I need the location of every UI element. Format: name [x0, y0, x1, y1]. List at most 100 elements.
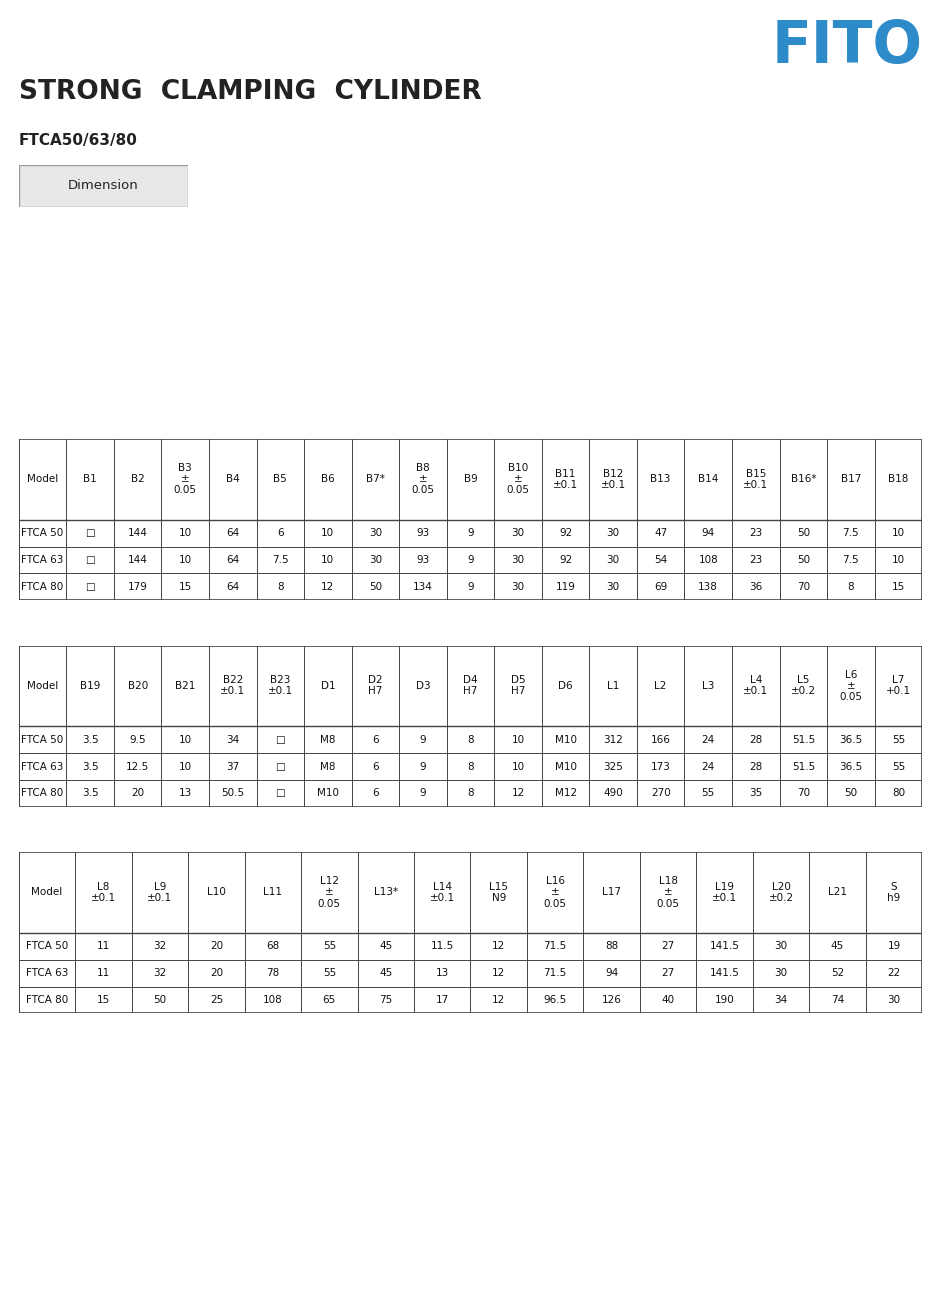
Text: FTCA 50: FTCA 50: [26, 941, 68, 951]
Text: B1: B1: [83, 474, 97, 484]
Text: 74: 74: [831, 995, 844, 1004]
Text: 6: 6: [277, 528, 283, 538]
Text: 32: 32: [153, 941, 167, 951]
Text: B15
±0.1: B15 ±0.1: [743, 469, 769, 489]
Text: L14
±0.1: L14 ±0.1: [430, 882, 455, 902]
Text: 52: 52: [831, 968, 844, 979]
Text: 12: 12: [492, 941, 505, 951]
Text: B9: B9: [464, 474, 477, 484]
Text: 22: 22: [887, 968, 901, 979]
Text: 12: 12: [511, 789, 525, 798]
Text: 64: 64: [226, 582, 239, 591]
Text: M8: M8: [320, 735, 336, 745]
Text: 6: 6: [372, 762, 378, 772]
Text: 65: 65: [323, 995, 336, 1004]
Text: 13: 13: [179, 789, 192, 798]
Text: 45: 45: [379, 941, 392, 951]
Text: B8
±
0.05: B8 ± 0.05: [411, 463, 435, 496]
Text: 10: 10: [179, 555, 192, 565]
Text: 30: 30: [512, 582, 525, 591]
Text: L13*: L13*: [374, 887, 398, 897]
Text: □: □: [86, 528, 95, 538]
Text: L3: L3: [702, 680, 714, 691]
Text: 55: 55: [702, 789, 715, 798]
Text: 50.5: 50.5: [221, 789, 245, 798]
Text: L11: L11: [263, 887, 282, 897]
Text: 24: 24: [702, 735, 715, 745]
Text: 30: 30: [607, 528, 620, 538]
Text: L4
±0.1: L4 ±0.1: [743, 675, 769, 696]
Text: M10: M10: [554, 762, 577, 772]
Text: 35: 35: [749, 789, 762, 798]
Text: 47: 47: [654, 528, 667, 538]
Text: 70: 70: [797, 582, 810, 591]
Text: □: □: [86, 582, 95, 591]
Text: 71.5: 71.5: [544, 941, 566, 951]
Text: 9: 9: [420, 735, 426, 745]
Text: 92: 92: [559, 528, 572, 538]
Text: 173: 173: [651, 762, 671, 772]
Text: FITO: FITO: [772, 18, 922, 75]
Text: B7*: B7*: [366, 474, 385, 484]
Text: 10: 10: [179, 735, 192, 745]
Text: B22
±0.1: B22 ±0.1: [220, 675, 246, 696]
Text: 23: 23: [749, 528, 762, 538]
Text: 8: 8: [467, 762, 474, 772]
Text: L18
±
0.05: L18 ± 0.05: [657, 877, 679, 909]
Text: 55: 55: [323, 941, 336, 951]
Text: 19: 19: [887, 941, 901, 951]
Text: 325: 325: [603, 762, 623, 772]
Text: B4: B4: [226, 474, 240, 484]
Text: FTCA 80: FTCA 80: [26, 995, 68, 1004]
Text: FTCA 63: FTCA 63: [22, 555, 64, 565]
Text: 3.5: 3.5: [82, 762, 99, 772]
Text: 13: 13: [436, 968, 449, 979]
Text: B16*: B16*: [790, 474, 816, 484]
Text: 126: 126: [601, 995, 622, 1004]
Text: L2: L2: [655, 680, 667, 691]
Text: 36.5: 36.5: [839, 762, 863, 772]
Text: 20: 20: [210, 941, 223, 951]
Text: 51.5: 51.5: [791, 762, 815, 772]
Text: 134: 134: [413, 582, 433, 591]
Text: 34: 34: [226, 735, 239, 745]
Text: 70: 70: [797, 789, 810, 798]
Text: 34: 34: [774, 995, 788, 1004]
Text: 312: 312: [603, 735, 623, 745]
Text: 75: 75: [379, 995, 392, 1004]
Text: 8: 8: [467, 789, 474, 798]
Text: 50: 50: [153, 995, 167, 1004]
Text: 11.5: 11.5: [431, 941, 454, 951]
Text: 144: 144: [128, 528, 148, 538]
Text: 55: 55: [323, 968, 336, 979]
Text: L17: L17: [602, 887, 621, 897]
Text: L15
N9: L15 N9: [489, 882, 508, 902]
Text: FTCA 80: FTCA 80: [22, 789, 64, 798]
Text: D4
H7: D4 H7: [463, 675, 478, 696]
Text: 17: 17: [436, 995, 449, 1004]
Text: 138: 138: [698, 582, 718, 591]
Text: 11: 11: [97, 941, 110, 951]
Text: FTCA 50: FTCA 50: [22, 735, 64, 745]
Text: 27: 27: [662, 941, 675, 951]
Text: M10: M10: [317, 789, 339, 798]
Text: FTCA 80: FTCA 80: [22, 582, 64, 591]
Text: L6
±
0.05: L6 ± 0.05: [839, 670, 862, 702]
Text: 96.5: 96.5: [544, 995, 566, 1004]
Text: 11: 11: [97, 968, 110, 979]
Text: □: □: [276, 762, 285, 772]
Text: 30: 30: [774, 941, 788, 951]
Text: 8: 8: [277, 582, 283, 591]
Text: 30: 30: [887, 995, 901, 1004]
Text: 54: 54: [654, 555, 667, 565]
Text: 10: 10: [179, 762, 192, 772]
Text: STRONG  CLAMPING  CYLINDER: STRONG CLAMPING CYLINDER: [19, 79, 482, 105]
Text: 12: 12: [492, 968, 505, 979]
Text: 45: 45: [831, 941, 844, 951]
Text: 51.5: 51.5: [791, 735, 815, 745]
Text: L8
±0.1: L8 ±0.1: [91, 882, 116, 902]
Text: 23: 23: [749, 555, 762, 565]
Text: 30: 30: [774, 968, 788, 979]
Text: 8: 8: [848, 582, 854, 591]
Text: B6: B6: [321, 474, 335, 484]
